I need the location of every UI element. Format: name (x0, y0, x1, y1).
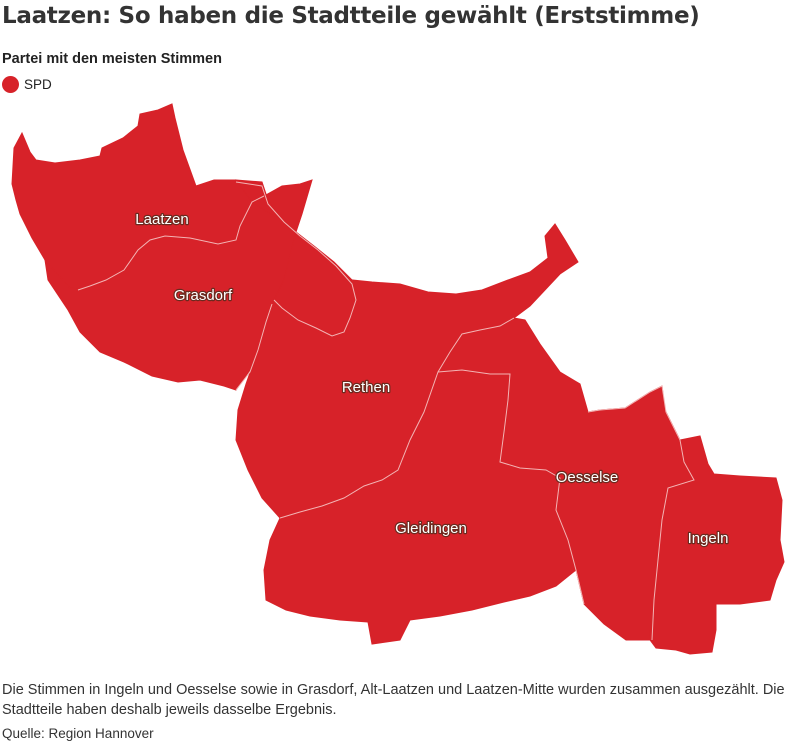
district-label-laatzen: Laatzen (135, 211, 188, 228)
legend-label-spd: SPD (24, 77, 52, 92)
legend: SPD (2, 76, 52, 93)
chart-title: Laatzen: So haben die Stadtteile gewählt… (2, 3, 700, 29)
source-line: Quelle: Region Hannover (2, 726, 154, 741)
district-map: Laatzen Grasdorf Rethen Gleidingen Oesse… (11, 103, 785, 655)
district-label-rethen: Rethen (342, 379, 390, 396)
legend-swatch-spd (2, 76, 19, 93)
legend-title: Partei mit den meisten Stimmen (2, 51, 222, 67)
district-label-gleidingen: Gleidingen (395, 520, 467, 537)
district-label-ingeln: Ingeln (688, 530, 729, 547)
district-label-oesselse: Oesselse (556, 469, 619, 486)
district-shape-ingeln[interactable] (649, 435, 785, 655)
district-label-grasdorf: Grasdorf (174, 287, 233, 304)
district-borders (77, 181, 695, 641)
footnote: Die Stimmen in Ingeln und Oesselse sowie… (2, 682, 785, 718)
